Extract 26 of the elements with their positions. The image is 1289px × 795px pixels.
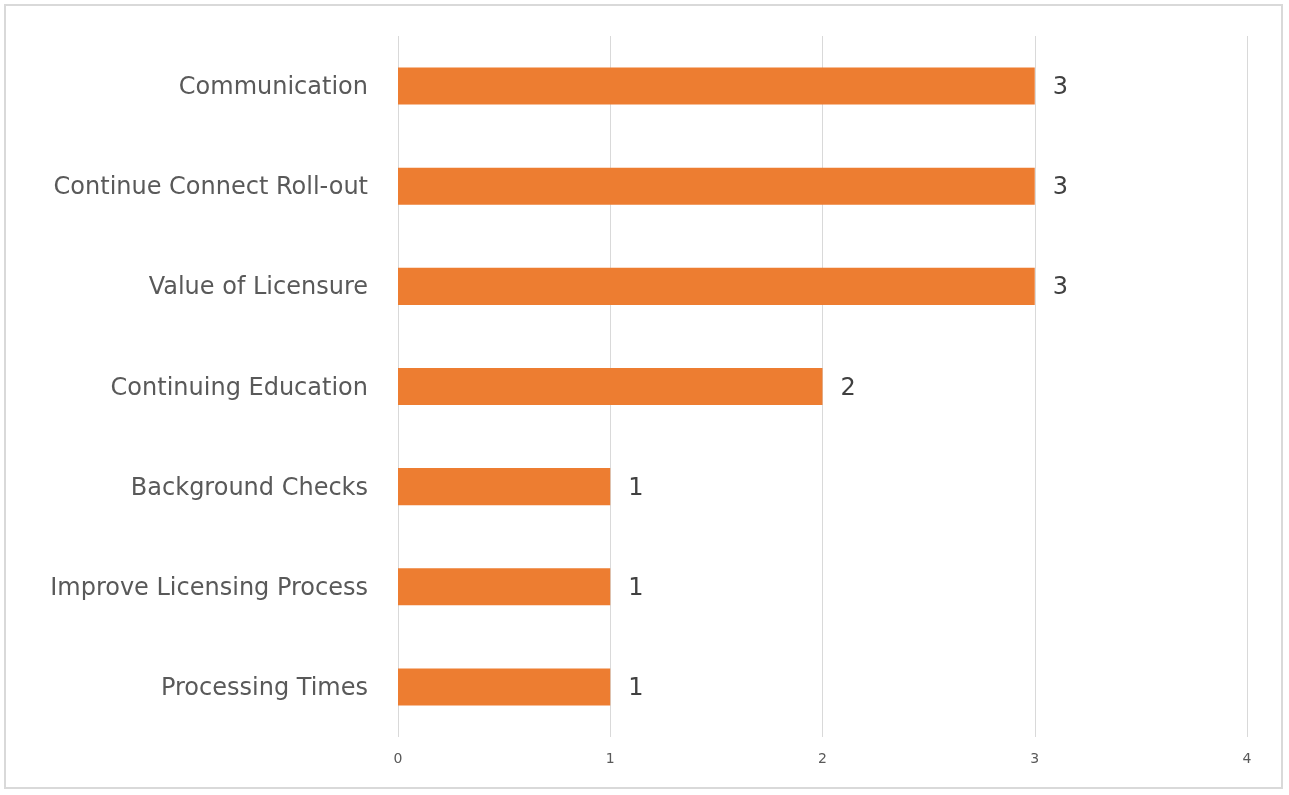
y-tick-label: Continuing Education [110,372,368,401]
data-label: 2 [840,372,856,401]
x-tick-label: 3 [1030,750,1040,766]
data-label: 1 [628,472,644,501]
y-tick-label: Processing Times [160,672,368,701]
x-tick-label: 2 [818,750,827,766]
data-label: 1 [628,572,644,601]
bar [398,468,611,506]
bar [398,167,1035,205]
bar [398,367,823,406]
data-label: 3 [1052,272,1069,301]
y-tick-label: Background Checks [130,472,368,501]
bar [398,568,611,606]
y-tick-label: Improve Licensing Process [50,572,368,601]
bar [398,67,1035,105]
y-tick-label: Communication [178,72,368,101]
x-tick-label: 4 [1242,750,1252,766]
y-tick-label: Continue Connect Roll-out [53,172,368,201]
data-label: 1 [628,672,644,701]
data-label: 3 [1052,72,1069,101]
bar [398,668,611,706]
y-tick-label: Value of Licensure [148,272,368,301]
x-tick-label: 1 [605,750,615,766]
bar [398,267,1035,305]
data-label: 3 [1052,172,1069,201]
x-tick-label: 0 [393,750,403,766]
